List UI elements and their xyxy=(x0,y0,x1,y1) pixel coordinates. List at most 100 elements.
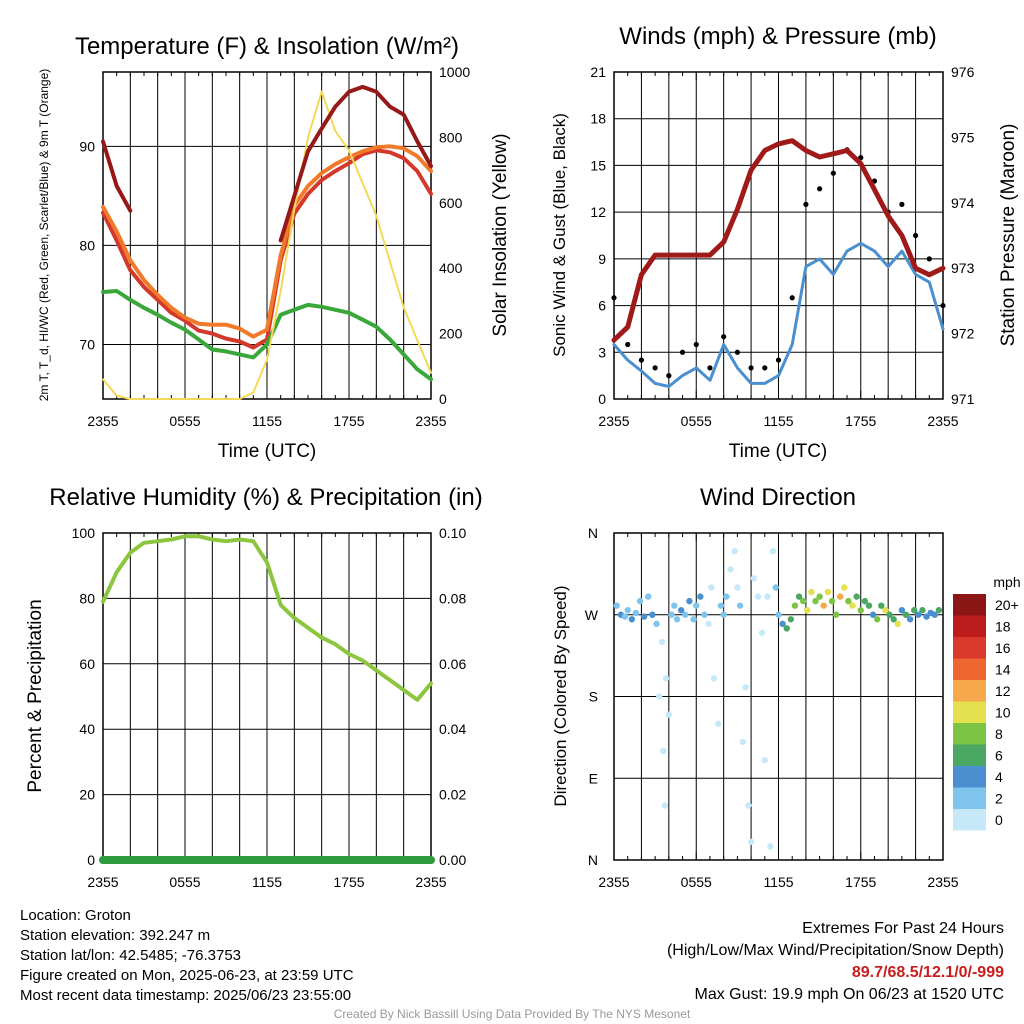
y2-tick-label: 971 xyxy=(951,391,975,407)
colorbar-title: mph xyxy=(993,574,1020,590)
direction-point xyxy=(911,607,918,614)
direction-point xyxy=(832,611,840,618)
direction-point xyxy=(874,616,881,623)
y-tick-label: 70 xyxy=(79,337,95,353)
direction-point xyxy=(750,575,758,582)
extremes-title: Extremes For Past 24 Hours xyxy=(802,920,1004,937)
series-line xyxy=(101,148,433,350)
direction-point xyxy=(621,613,629,620)
direction-point xyxy=(849,602,856,609)
colorbar-swatch xyxy=(953,594,986,616)
direction-point xyxy=(636,597,644,605)
x-tick-label: 1755 xyxy=(845,874,876,890)
direction-point xyxy=(919,607,926,614)
direction-point xyxy=(787,616,795,623)
direction-point xyxy=(812,597,819,605)
x-tick-label: 0555 xyxy=(169,874,200,890)
y-tick-label: 18 xyxy=(590,111,606,127)
winds-panel: Winds (mph) & Pressure (mb) 2355 0555 1155… xyxy=(550,23,1019,462)
direction-point xyxy=(677,607,685,614)
direction-point xyxy=(791,602,799,609)
created-text: Figure created on Mon, 2025-06-23, at 23… xyxy=(20,967,354,984)
gust-point xyxy=(693,341,699,348)
direction-point xyxy=(861,597,869,605)
max-gust-text: Max Gust: 19.9 mph On 06/23 at 1520 UTC xyxy=(694,986,1005,1003)
direction-point xyxy=(754,593,762,600)
direction-point xyxy=(882,607,889,614)
y2-tick-label: 600 xyxy=(439,195,463,211)
extremes-values: 89.7/68.5/12.1/0/-999 xyxy=(851,964,1004,981)
direction-point xyxy=(931,611,938,618)
direction-point xyxy=(628,616,636,623)
y-tick-label: W xyxy=(585,607,599,623)
x-tick-label: 0555 xyxy=(169,413,200,429)
direction-point xyxy=(714,720,722,727)
y-tick-label: 15 xyxy=(590,157,606,173)
direction-point xyxy=(894,620,901,628)
y-tick-label: 0 xyxy=(87,852,95,868)
direction-point xyxy=(775,611,782,618)
direction-point xyxy=(795,593,803,600)
gust-point xyxy=(721,334,727,340)
x-tick-label: 1155 xyxy=(763,413,793,429)
colorbar-label: 6 xyxy=(995,747,1003,763)
direction-point xyxy=(682,611,689,618)
direction-point xyxy=(758,629,766,637)
gust-point xyxy=(912,232,919,239)
direction-point xyxy=(745,802,752,809)
direction-point xyxy=(828,597,836,605)
direction-point xyxy=(820,602,827,609)
gust-point xyxy=(926,256,932,262)
humidity-panel-title: Relative Humidity (%) & Precipitation (i… xyxy=(49,484,482,511)
x-tick-label: 0555 xyxy=(681,413,712,429)
direction-point xyxy=(890,616,897,623)
location-text: Location: Groton xyxy=(20,907,131,924)
direction-point xyxy=(658,638,666,646)
x-tick-label: 2355 xyxy=(598,413,629,429)
series-line xyxy=(101,534,433,702)
gust-point xyxy=(625,341,631,348)
y-tick-label: 6 xyxy=(598,298,606,314)
y-tick-label: 20 xyxy=(79,787,95,803)
y-tick-label: 0 xyxy=(598,391,606,407)
direction-point xyxy=(723,593,730,600)
y2-tick-label: 0 xyxy=(439,391,447,407)
y-tick-label: 40 xyxy=(79,721,95,737)
colorbar-swatch xyxy=(953,701,986,723)
gust-point xyxy=(817,186,823,192)
gust-point xyxy=(748,365,754,371)
x-tick-label: 1155 xyxy=(763,874,793,890)
elevation-text: Station elevation: 392.247 m xyxy=(20,927,211,944)
wind-direction-panel: Wind Direction 2355 0555 1155 1755 2355NESWN… xyxy=(551,484,1021,890)
direction-point xyxy=(783,625,790,632)
y2-tick-label: 0.00 xyxy=(439,852,466,868)
gust-point xyxy=(734,349,740,355)
direction-point xyxy=(886,611,893,618)
wind-y-axis-label: Sonic Wind & Gust (Blue, Black) xyxy=(550,113,569,357)
direction-point xyxy=(662,675,670,682)
x-tick-label: 2355 xyxy=(927,413,958,429)
direction-point xyxy=(878,602,885,609)
direction-point xyxy=(673,616,681,623)
direction-point xyxy=(845,597,852,605)
direction-point xyxy=(769,547,777,555)
x-tick-label: 2355 xyxy=(415,874,446,890)
x-tick-label: 1755 xyxy=(845,413,876,429)
direction-point xyxy=(816,593,823,600)
direction-point xyxy=(747,838,755,846)
direction-point xyxy=(632,609,640,617)
y2-tick-label: 0.02 xyxy=(439,787,466,803)
colorbar-label: 20+ xyxy=(995,597,1019,613)
colorbar-label: 18 xyxy=(995,618,1011,634)
colorbar-swatch xyxy=(953,787,986,809)
colorbar-swatch xyxy=(953,723,986,745)
direction-point xyxy=(693,602,700,609)
gust-point xyxy=(775,357,782,363)
station-info: Location: Groton Station elevation: 392.… xyxy=(20,906,354,1006)
colorbar-swatch xyxy=(953,658,986,680)
y-tick-label: E xyxy=(589,770,598,786)
direction-point xyxy=(804,607,811,614)
y-tick-label: N xyxy=(588,852,598,868)
y2-tick-label: 400 xyxy=(439,260,463,276)
direction-point xyxy=(661,802,668,809)
